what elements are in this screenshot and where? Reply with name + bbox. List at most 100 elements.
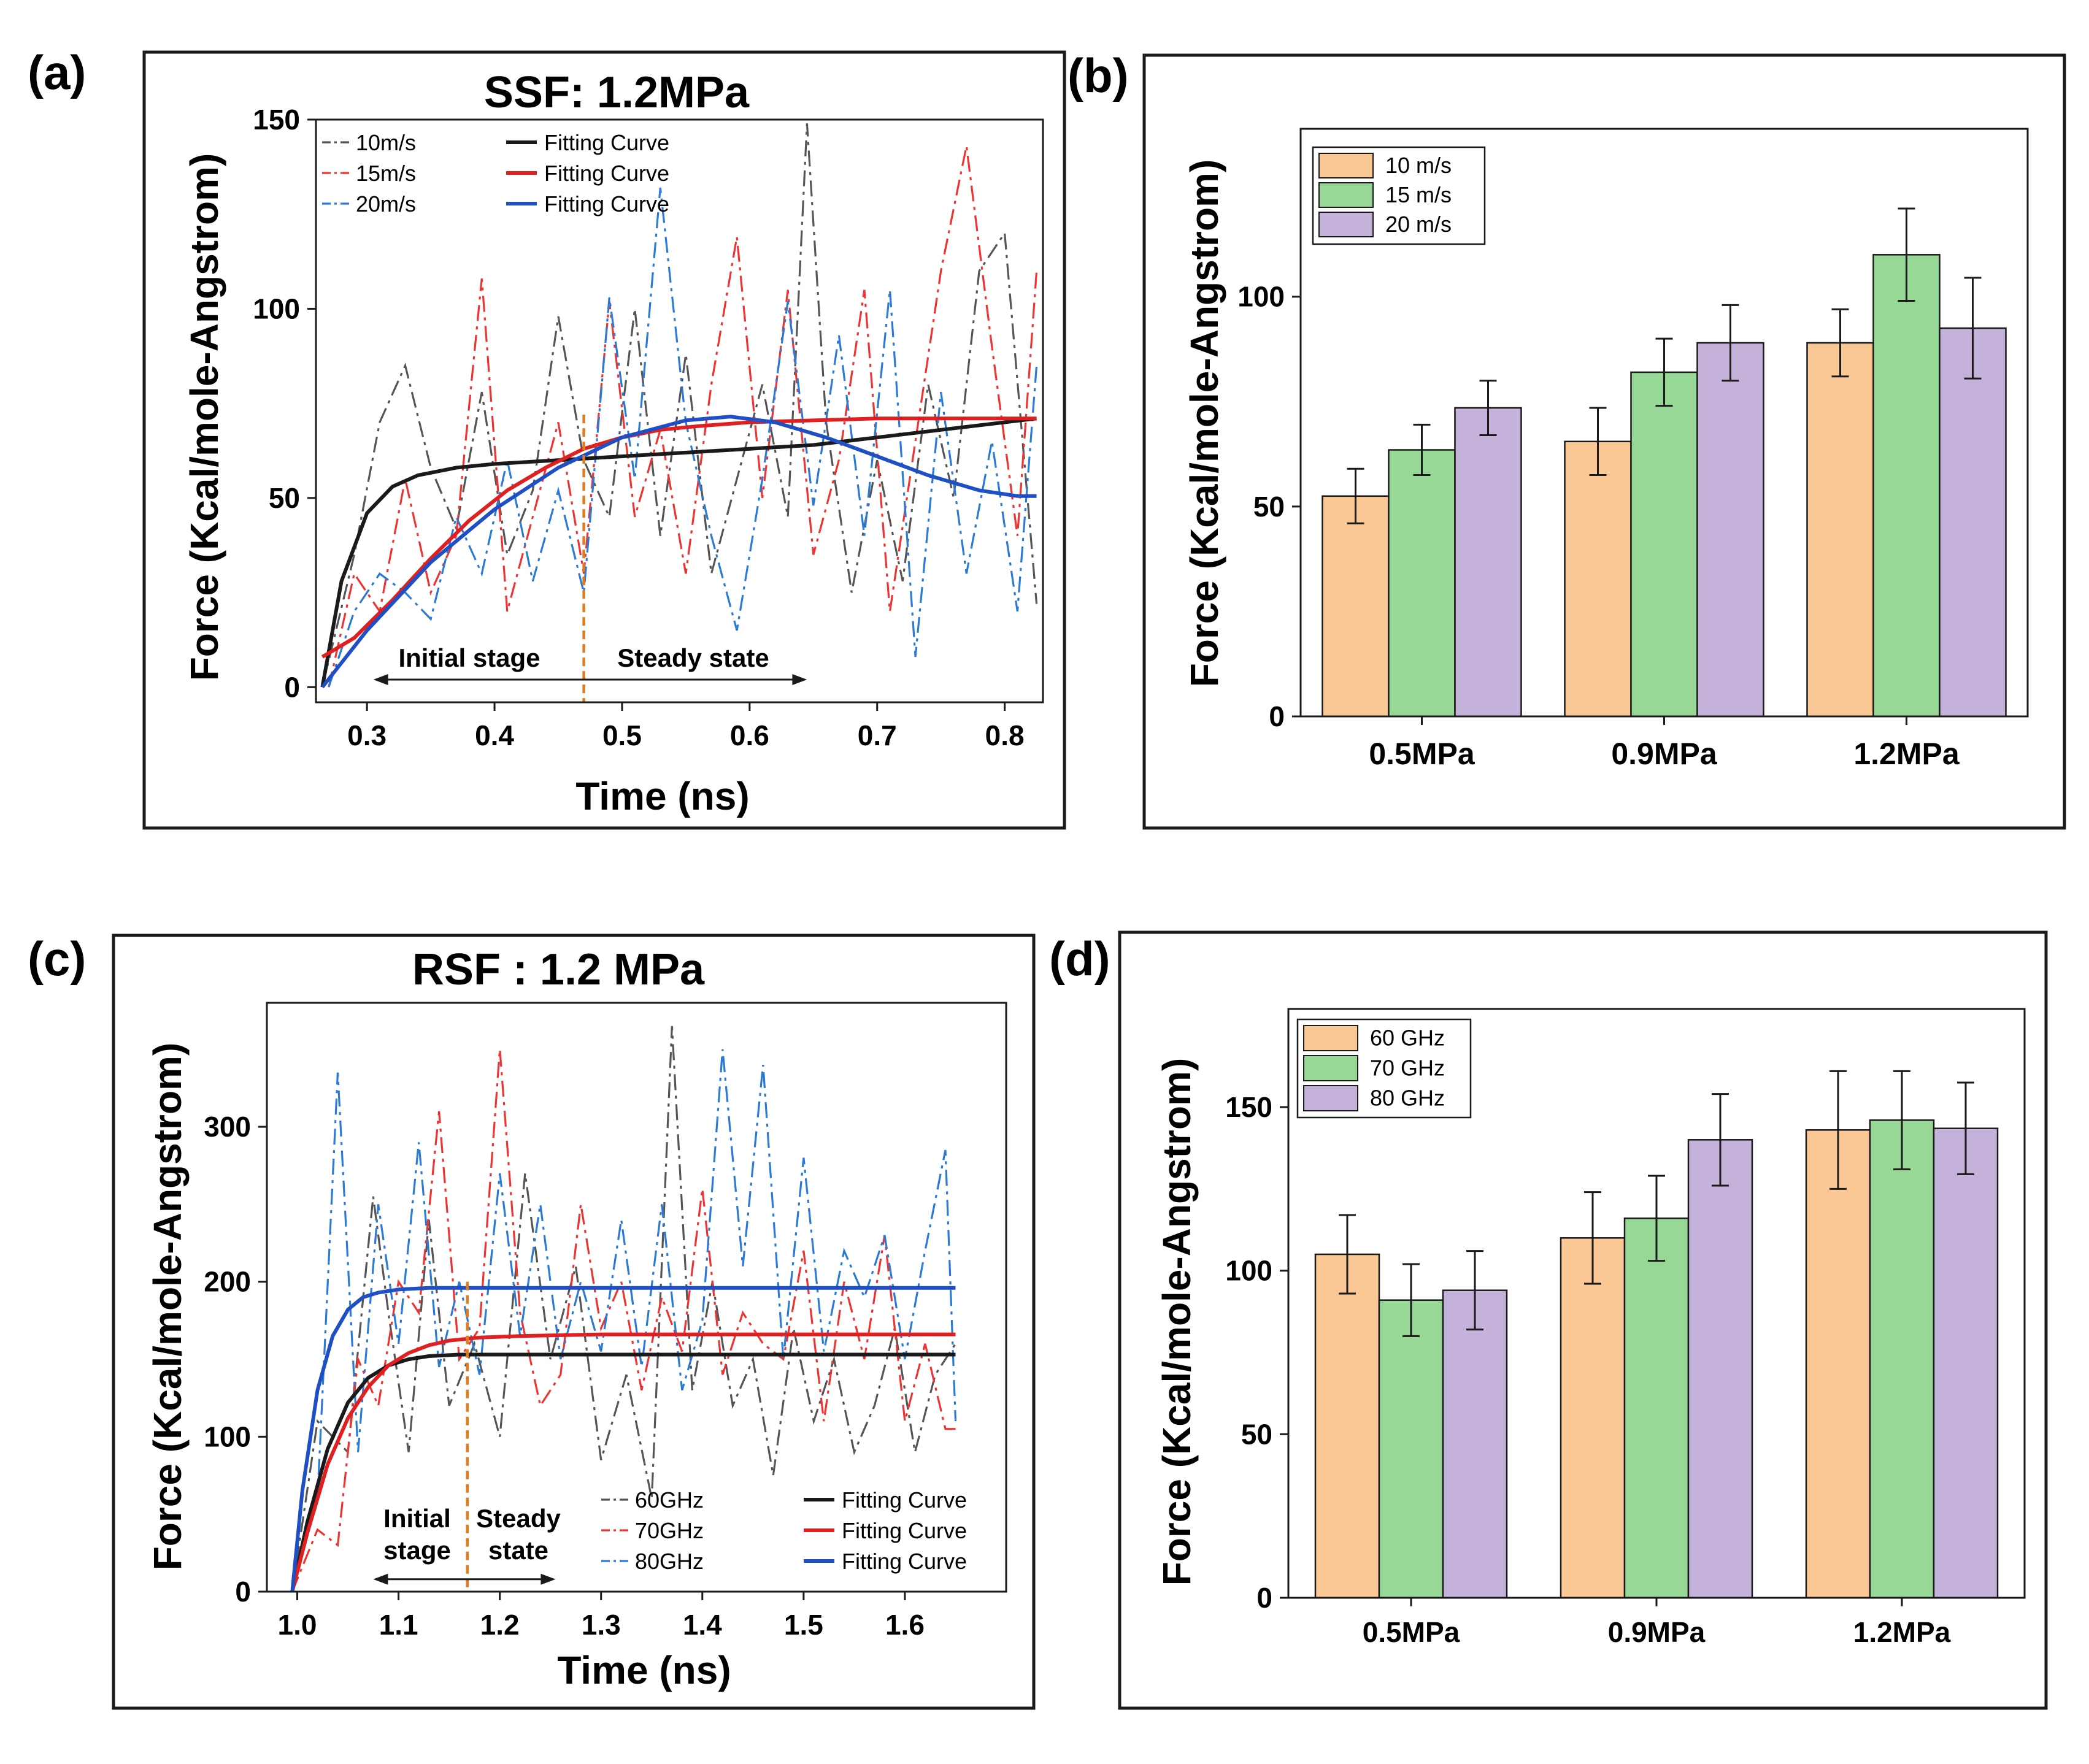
y-tick-label: 100 [253, 293, 300, 324]
legend-swatch [1303, 1055, 1358, 1081]
y-tick-label: 300 [204, 1111, 251, 1143]
x-tick-label: 1.4 [683, 1609, 722, 1641]
annotation-initial-stage: Initial [383, 1504, 451, 1533]
panel-d-frame [1118, 930, 2048, 1710]
y-tick-label: 0 [284, 671, 300, 703]
x-tick-label: 0.3 [347, 719, 387, 751]
legend-swatch [1318, 182, 1374, 208]
legend-label: 20 m/s [1385, 212, 1452, 237]
bar [1687, 1139, 1753, 1599]
y-tick-label: 200 [204, 1266, 251, 1298]
annotation-steady-state: Steady [476, 1504, 561, 1533]
category-label: 1.2MPa [1853, 1616, 1951, 1648]
y-tick-label: 50 [1241, 1418, 1272, 1450]
category-label: 0.9MPa [1611, 737, 1718, 771]
y-tick-label: 0 [1256, 1582, 1272, 1614]
legend-label-raw: 15m/s [356, 161, 416, 186]
category-label: 0.9MPa [1608, 1616, 1706, 1648]
fit-series-line-2 [290, 1332, 956, 1592]
panel-label-c: (c) [28, 932, 86, 986]
x-tick-label: 1.2 [480, 1609, 520, 1641]
x-tick-label: 0.8 [985, 719, 1025, 751]
arrow-head-right [792, 673, 807, 685]
panel-d: (d) 0 50 100 150 0.5MPa 0.9MPa 1.2MPa 60 GHz 70 … [1049, 930, 2048, 1710]
bar [1630, 371, 1698, 718]
raw-series-line-1 [291, 1026, 956, 1592]
legend-swatch [1318, 212, 1374, 237]
x-tick-label: 1.0 [278, 1609, 317, 1641]
bar [1454, 407, 1522, 718]
y-tick-label: 100 [204, 1421, 251, 1452]
y-tick-label: 0 [1269, 700, 1285, 732]
bar [1321, 495, 1390, 718]
chart-title: SSF: 1.2MPa [484, 68, 750, 117]
y-tick-label: 0 [235, 1576, 251, 1608]
y-tick-label: 100 [1237, 281, 1285, 313]
legend-label-fit: Fitting Curve [842, 1487, 967, 1513]
plot-area-c: 1.0 1.1 1.2 1.3 1.4 1.5 1.6 0 100 200 300 Initial st… [204, 1002, 1007, 1641]
raw-series-line-2 [291, 1049, 956, 1592]
arrow-head-right [541, 1573, 556, 1585]
category-label: 1.2MPa [1853, 737, 1960, 771]
bar [1623, 1218, 1690, 1599]
y-axis-label: Force (Kcal/mole-Angstrom) [145, 1043, 190, 1571]
x-tick-label: 0.7 [858, 719, 897, 751]
category-label: 0.5MPa [1363, 1616, 1460, 1648]
panel-label-b: (b) [1068, 48, 1129, 102]
y-axis-label: Force (Kcal/mole-Angstrom) [1182, 159, 1226, 688]
legend-label-fit: Fitting Curve [544, 161, 669, 186]
raw-series-line-2 [328, 145, 1038, 688]
x-tick-label: 0.6 [730, 719, 769, 751]
panel-a-frame [142, 50, 1066, 830]
x-tick-label: 1.5 [784, 1609, 823, 1641]
bar [1869, 1119, 1935, 1599]
panel-label-a: (a) [28, 45, 86, 99]
legend-label-raw: 80GHz [635, 1549, 704, 1574]
bar [1939, 327, 2007, 718]
annotation-initial-stage: Initial stage [398, 643, 540, 672]
plot-area-b: 0 50 100 0.5MPa 0.9MPa 1.2MPa 10 m/s 15 m/s 20 m… [1237, 128, 2029, 771]
legend-label-raw: 70GHz [635, 1518, 704, 1543]
panel-c: (c) RSF : 1.2 MPa 1.0 1.1 1.2 1.3 1.4 1.5 1.6 0… [28, 932, 1036, 1710]
legend-label-fit: Fitting Curve [842, 1518, 967, 1543]
bar [1388, 449, 1456, 718]
panel-a: (a) SSF: 1.2MPa 0.3 0.4 0.5 0.6 0.7 0.8 0 50 100… [28, 45, 1066, 830]
x-tick-label: 1.6 [885, 1609, 925, 1641]
category-label: 0.5MPa [1369, 737, 1475, 771]
fit-series-line-1 [320, 416, 1037, 688]
annotation-initial-stage: stage [383, 1536, 451, 1565]
panel-label-d: (d) [1049, 932, 1110, 986]
annotation-steady-state: state [488, 1536, 548, 1565]
fit-series-line-3 [321, 415, 1037, 689]
x-axis-label: Time (ns) [575, 774, 749, 818]
chart-title: RSF : 1.2 MPa [412, 945, 705, 994]
legend-label-raw: 20m/s [356, 191, 416, 217]
plot-area-d: 0 50 100 150 0.5MPa 0.9MPa 1.2MPa 60 GHz 70 GHz 8… [1225, 1008, 2026, 1648]
raw-series-line-3 [328, 187, 1038, 688]
y-tick-label: 50 [269, 482, 300, 514]
x-tick-label: 1.1 [379, 1609, 418, 1641]
legend-label-fit: Fitting Curve [842, 1549, 967, 1574]
x-tick-label: 0.4 [475, 719, 514, 751]
raw-series-line-1 [321, 123, 1038, 688]
legend-label-raw: 10m/s [356, 130, 416, 155]
annotation-steady-state: Steady state [617, 643, 769, 672]
bar [1805, 1129, 1871, 1599]
legend-label-fit: Fitting Curve [544, 191, 669, 217]
bar [1806, 342, 1874, 718]
panel-b-frame [1142, 53, 2066, 830]
legend-label-fit: Fitting Curve [544, 130, 669, 155]
bar [1696, 342, 1764, 718]
panel-b: (b) 0 50 100 0.5MPa 0.9MPa 1.2MPa 10 m/s 15 m/s… [1068, 48, 2066, 830]
y-axis-label: Force (Kcal/mole-Angstrom) [182, 153, 226, 681]
fit-series-line-1 [290, 1352, 956, 1592]
legend-swatch [1318, 153, 1374, 178]
y-tick-label: 150 [253, 104, 300, 136]
legend-label: 80 GHz [1370, 1086, 1445, 1111]
bar [1442, 1289, 1508, 1599]
raw-series-line-3 [291, 1049, 957, 1592]
legend-swatch [1303, 1025, 1358, 1051]
y-tick-label: 150 [1225, 1091, 1272, 1123]
